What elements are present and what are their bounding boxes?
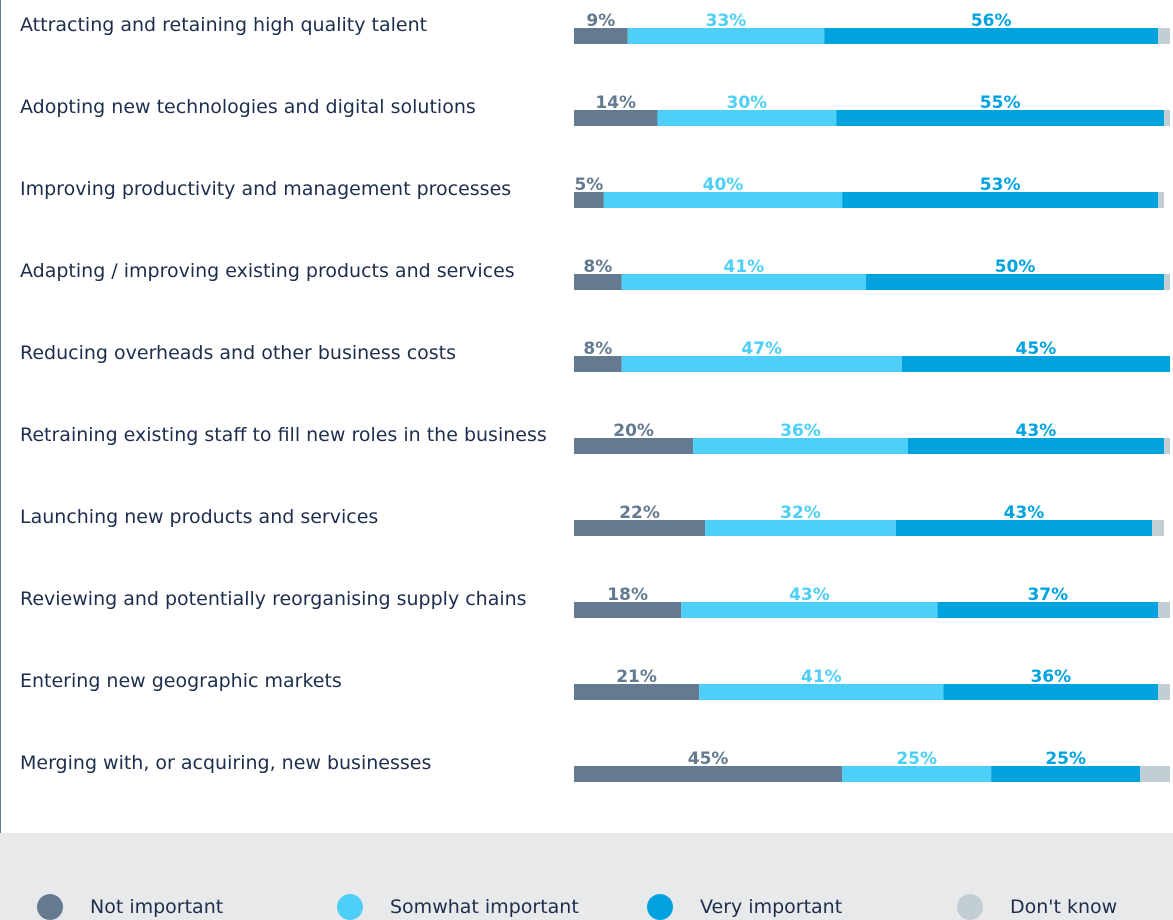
value-label: 43% [1004,503,1045,523]
legend-swatch [37,894,63,920]
value-label: 50% [995,257,1036,277]
bar-segment [842,766,992,782]
bar-segment [1152,520,1165,536]
category-label: Adapting / improving existing products a… [20,260,515,282]
value-label: 55% [980,93,1021,113]
bar-segment [1164,110,1170,126]
value-label: 45% [688,749,729,769]
value-label: 41% [801,667,842,687]
value-label: 43% [1016,421,1057,441]
bar-segment [937,602,1159,618]
value-label: 5% [574,175,603,195]
value-label: 33% [706,11,747,31]
bar-segment [866,274,1165,290]
bar-segment [1164,438,1170,454]
bar-segment [1158,28,1170,44]
value-label: 21% [616,667,657,687]
value-label: 43% [789,585,830,605]
bar-segment [574,356,622,372]
value-label: 8% [583,339,612,359]
legend-swatch [337,894,363,920]
bar-segment [699,684,944,700]
value-label: 41% [724,257,765,277]
value-label: 25% [1045,749,1086,769]
bar-segment [603,192,843,208]
value-label: 36% [1030,667,1071,687]
legend-label: Very important [700,896,842,918]
category-label: Retraining existing staff to fill new ro… [20,424,547,446]
legend-label: Not important [90,896,223,918]
legend-swatch [957,894,983,920]
category-label: Merging with, or acquiring, new business… [20,752,431,774]
category-label: Reducing overheads and other business co… [20,342,456,364]
bar-segment [1158,684,1170,700]
bar-segment [705,520,896,536]
bar-segment [842,192,1159,208]
category-label: Entering new geographic markets [20,670,342,692]
bar-segment [991,766,1141,782]
legend-swatch [647,894,673,920]
value-label: 40% [703,175,744,195]
bar-segment [574,438,694,454]
value-label: 18% [607,585,648,605]
bar-segment [621,356,902,372]
value-label: 36% [780,421,821,441]
value-label: 37% [1027,585,1068,605]
category-label: Reviewing and potentially reorganising s… [20,588,527,610]
value-label: 53% [980,175,1021,195]
value-label: 8% [583,257,612,277]
value-label: 20% [613,421,654,441]
bar-segment [574,520,706,536]
bar-segment [943,684,1159,700]
value-label: 45% [1016,339,1057,359]
bar-segment [574,602,682,618]
legend-label: Somwhat important [390,896,579,918]
bar-segment [574,192,604,208]
bar-segment [1164,274,1170,290]
bar-segment [836,110,1165,126]
bar-segment [824,28,1159,44]
value-label: 9% [586,11,615,31]
category-label: Attracting and retaining high quality ta… [20,14,427,36]
value-label: 30% [726,93,767,113]
category-label: Adopting new technologies and digital so… [20,96,476,118]
bar-segment [681,602,938,618]
value-label: 25% [896,749,937,769]
value-label: 22% [619,503,660,523]
left-border [0,0,1,833]
bar-segment [1158,192,1165,208]
value-label: 56% [971,11,1012,31]
bar-segment [901,356,1170,372]
bar-segment [895,520,1153,536]
value-label: 14% [595,93,636,113]
bar-segment [907,438,1165,454]
bar-segment [574,766,843,782]
bar-segment [574,110,658,126]
legend-label: Don't know [1010,896,1117,918]
category-label: Improving productivity and management pr… [20,178,511,200]
bar-segment [574,684,700,700]
bar-segment [574,274,622,290]
bar-segment [574,28,628,44]
value-label: 32% [780,503,821,523]
bar-segment [1140,766,1170,782]
bar-segment [1158,602,1170,618]
value-label: 47% [741,339,782,359]
bar-segment [627,28,825,44]
bar-segment [657,110,837,126]
bar-segment [693,438,908,454]
bar-segment [621,274,867,290]
category-label: Launching new products and services [20,506,378,528]
